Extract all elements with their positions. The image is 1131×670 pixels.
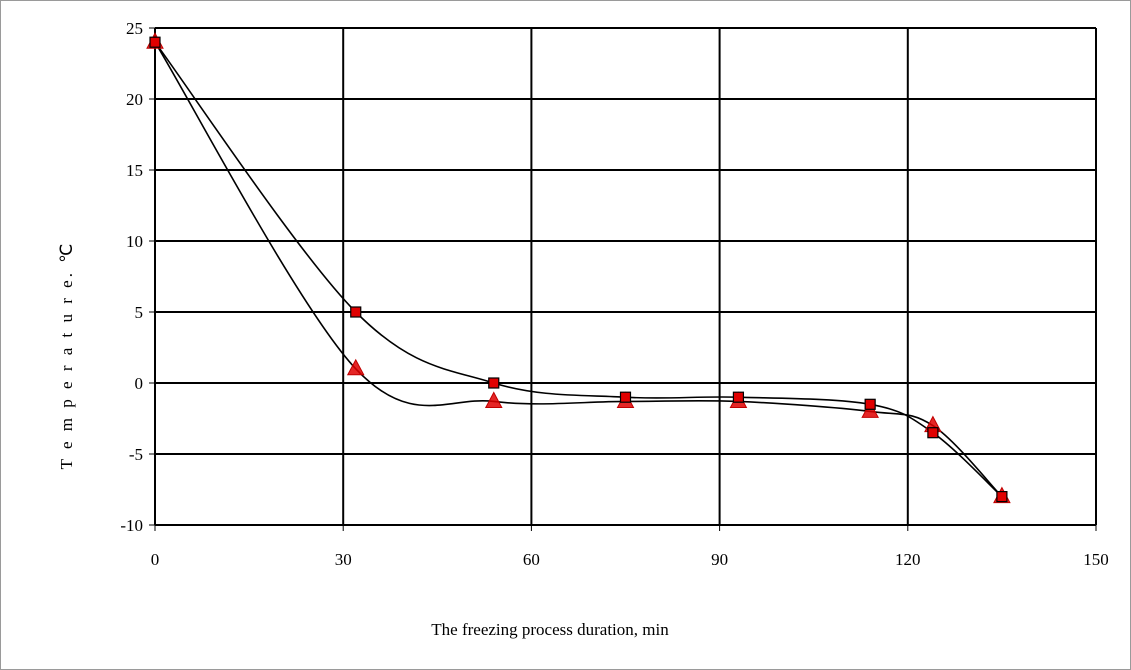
y-tick-label: 5: [135, 303, 144, 322]
data-markers: [146, 32, 1011, 504]
data-point-triangle: [346, 358, 365, 376]
tick-labels: 0 30 60 90 120 150 -10 -5 0 5 10 15 20 25: [120, 19, 1108, 569]
y-tick-label: -5: [129, 445, 143, 464]
x-tick-label: 30: [335, 550, 352, 569]
data-point-square: [732, 391, 745, 403]
data-point-square: [619, 391, 632, 403]
data-point-square: [927, 427, 939, 439]
data-point-triangle: [484, 391, 503, 408]
x-tick-label: 90: [711, 550, 728, 569]
x-tick-label: 150: [1083, 550, 1109, 569]
trend-curves: [154, 41, 1003, 498]
data-point-square: [864, 398, 876, 410]
data-point-triangle: [861, 401, 879, 418]
x-axis-title: The freezing process duration, min: [431, 620, 669, 639]
x-tick-label: 0: [151, 550, 160, 569]
x-tick-label: 60: [523, 550, 540, 569]
grid: [149, 27, 1097, 531]
data-point-square: [996, 491, 1008, 503]
y-tick-label: 0: [135, 374, 144, 393]
trend-line-triangle: [154, 41, 1003, 498]
y-tick-label: -10: [120, 516, 143, 535]
y-tick-label: 25: [126, 19, 143, 38]
y-tick-label: 20: [126, 90, 143, 109]
data-point-square: [350, 306, 362, 318]
data-point-square: [149, 36, 161, 48]
data-point-square: [488, 377, 500, 389]
y-tick-label: 15: [126, 161, 143, 180]
y-tick-label: 10: [126, 232, 143, 251]
trend-line-square: [154, 41, 1003, 498]
x-tick-label: 120: [895, 550, 921, 569]
y-axis-title: T e m p e r a t u r e. ℃: [57, 241, 76, 470]
